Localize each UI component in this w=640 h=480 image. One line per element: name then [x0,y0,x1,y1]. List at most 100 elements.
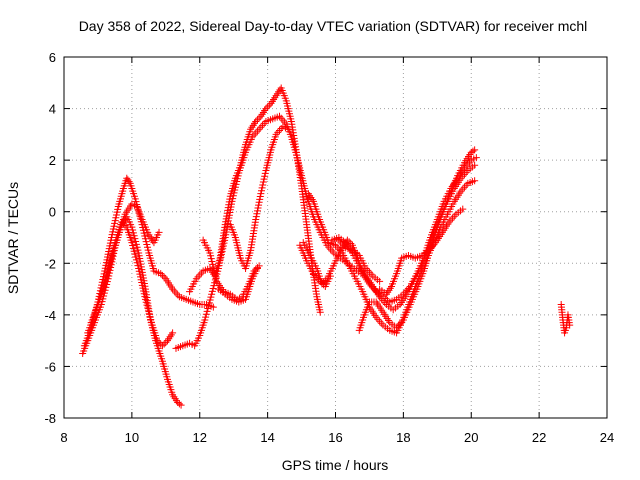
data-point [212,274,220,282]
y-tick-label: 2 [49,153,56,168]
data-point [203,307,211,315]
x-tick-label: 10 [125,430,139,445]
data-point [142,298,150,306]
data-point [471,161,479,169]
data-point [146,313,154,321]
data-point [207,255,215,263]
data-point [155,338,163,346]
data-point [145,310,153,318]
data-point [211,272,219,280]
data-point [255,198,263,206]
x-tick-label: 20 [464,430,478,445]
data-point [316,308,324,316]
series-arc-9 [226,123,292,272]
data-point [205,302,213,310]
data-point [101,280,109,288]
data-point [225,198,233,206]
series-arc-15 [296,241,334,290]
data-point [132,238,140,246]
data-point [257,190,265,198]
data-point [224,204,232,212]
data-point [207,293,215,301]
data-point [255,201,263,209]
x-tick-label: 14 [260,430,274,445]
data-point [143,240,151,248]
data-point [471,177,479,185]
x-tick-label: 24 [600,430,614,445]
data-point [253,207,261,215]
data-point [134,246,142,254]
data-point [208,290,216,298]
data-point [104,268,112,276]
data-point [177,401,185,409]
data-point [105,263,113,271]
data-point [459,205,467,213]
data-point [175,400,183,408]
data-point [132,256,140,264]
data-point [142,238,150,246]
data-point [209,284,217,292]
data-point [103,271,111,279]
data-point [208,257,216,265]
data-point [209,263,217,271]
data-point [207,252,215,260]
x-tick-label: 16 [328,430,342,445]
data-point [101,277,109,285]
data-point [130,232,138,240]
x-axis-label: GPS time / hours [282,457,389,473]
data-point [147,315,155,323]
data-point [132,240,140,248]
data-point [153,337,161,345]
data-point [129,242,137,250]
x-tick-label: 12 [193,430,207,445]
data-point [284,125,292,133]
data-point [132,198,140,206]
data-point [224,206,232,214]
data-point [256,195,264,203]
data-point [253,264,261,272]
y-tick-label: 4 [49,102,56,117]
y-tick-labels: -8 -6 -4 -2 0 2 4 6 [44,50,56,426]
data-point [155,228,163,236]
data-point [257,187,265,195]
data-point [206,296,214,304]
data-point [131,235,139,243]
data-point [223,209,231,217]
data-point [208,287,216,295]
data-point [265,101,273,109]
data-point [210,266,218,274]
data-point [134,262,142,270]
data-point [160,340,168,348]
data-point [469,147,477,155]
data-point [260,175,268,183]
data-point [144,304,152,312]
data-point [222,218,230,226]
data-point [125,178,133,186]
data-point [131,250,139,258]
data-point [472,154,480,162]
series-arc-4 [87,200,163,327]
data-point [144,307,152,315]
data-point [376,277,384,285]
data-points [79,84,574,409]
data-point [131,195,139,203]
y-tick-label: 6 [49,50,56,65]
data-point [133,259,141,267]
y-tick-label: 0 [49,205,56,220]
axis-ticks [63,56,608,419]
data-point [223,212,231,220]
data-point [169,329,177,337]
data-point [129,229,137,237]
series-arc-17 [557,301,574,337]
data-point [261,169,269,177]
data-point [261,172,269,180]
data-point [566,321,574,329]
data-point [262,105,270,113]
data-point [141,235,149,243]
data-point [211,269,219,277]
data-point [158,342,166,350]
data-point [144,246,152,254]
data-point [225,201,233,209]
data-point [106,260,114,268]
series-arc-13 [355,146,479,334]
